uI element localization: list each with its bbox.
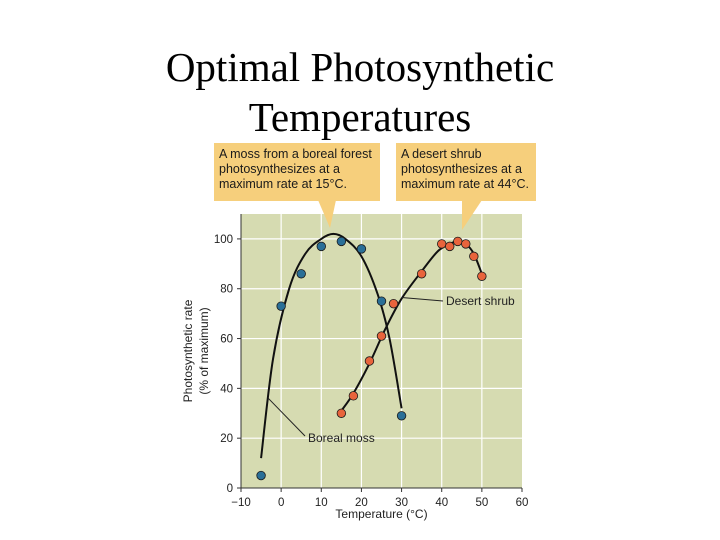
moss-callout-pointer: [318, 200, 336, 228]
desert-shrub-point: [348, 391, 359, 401]
y-tick-label: 100: [214, 234, 233, 246]
desert-callout-line-3: maximum rate at 44°C.: [401, 177, 529, 191]
desert-shrub-point: [388, 298, 399, 309]
axis-labels: −10 0 10 20 30 40 50 60 0 20 40 60 80 100 Temperature …: [181, 234, 528, 521]
boreal-moss-point: [276, 301, 286, 311]
boreal-moss-point: [376, 296, 387, 306]
x-axis-title: Temperature (°C): [335, 507, 427, 521]
desert-shrub-point: [461, 239, 471, 249]
axes: [237, 214, 523, 492]
y-axis-title-line-2: (% of maximum): [197, 307, 211, 394]
desert-shrub-point: [336, 408, 347, 418]
x-tick-label: 50: [475, 497, 488, 509]
desert-shrub-point: [469, 251, 479, 262]
desert-shrub-point: [437, 239, 447, 249]
desert-callout-line-2: photosynthesizes at a: [401, 162, 522, 176]
desert-shrub-point: [364, 356, 375, 366]
x-tick-label: 0: [278, 497, 284, 509]
desert-shrub-point: [477, 271, 487, 281]
y-tick-label: 0: [227, 483, 233, 495]
desert-shrub-leader-line: [401, 296, 444, 302]
x-tick-label: 20: [355, 497, 368, 509]
y-tick-label: 20: [220, 433, 233, 445]
boreal-moss-label: Boreal moss: [308, 431, 375, 445]
y-tick-label: 60: [220, 334, 233, 346]
desert-callout-line-1: A desert shrub: [401, 147, 482, 161]
slide-title-line-2: Temperatures: [248, 94, 472, 140]
desert-shrub-point: [453, 236, 463, 247]
boreal-moss-point: [296, 269, 306, 279]
moss-callout-line-3: maximum rate at 15°C.: [219, 177, 347, 191]
data-points: [256, 236, 487, 481]
x-tick-label: −10: [231, 497, 251, 509]
boreal-moss-point: [396, 411, 407, 421]
x-tick-label: 60: [516, 497, 529, 509]
grid-lines: [241, 214, 522, 488]
boreal-moss-point: [336, 236, 347, 247]
y-tick-label: 40: [220, 383, 233, 395]
slide-title-line-1: Optimal Photosynthetic: [165, 44, 555, 90]
moss-callout-line-1: A moss from a boreal forest: [219, 147, 372, 161]
desert-shrub-label: Desert shrub: [446, 294, 515, 308]
moss-callout: A moss from a boreal forest photosynthes…: [214, 143, 380, 201]
x-tick-label: 10: [315, 497, 328, 509]
y-tick-label: 80: [220, 284, 233, 296]
boreal-moss-curve: [260, 232, 403, 459]
annotations: Desert shrub Boreal moss: [267, 200, 515, 445]
boreal-moss-point: [316, 241, 326, 252]
y-axis-title-line-1: Photosynthetic rate: [181, 299, 195, 402]
desert-callout: A desert shrub photosynthesizes at a max…: [396, 143, 536, 201]
desert-shrub-point: [376, 331, 387, 341]
boreal-moss-point: [256, 470, 266, 481]
x-tick-label: 40: [435, 497, 448, 509]
plot-background: [241, 214, 522, 488]
boreal-moss-point: [356, 244, 367, 254]
moss-callout-line-2: photosynthesizes at a: [219, 162, 340, 176]
boreal-moss-leader-line: [267, 397, 306, 437]
desert-shrub-point: [416, 269, 427, 279]
slide-title: Optimal Photosynthetic Temperatures: [0, 42, 720, 142]
x-tick-label: 30: [395, 497, 408, 509]
desert-shrub-point: [445, 241, 455, 252]
desert-callout-pointer: [462, 200, 482, 230]
